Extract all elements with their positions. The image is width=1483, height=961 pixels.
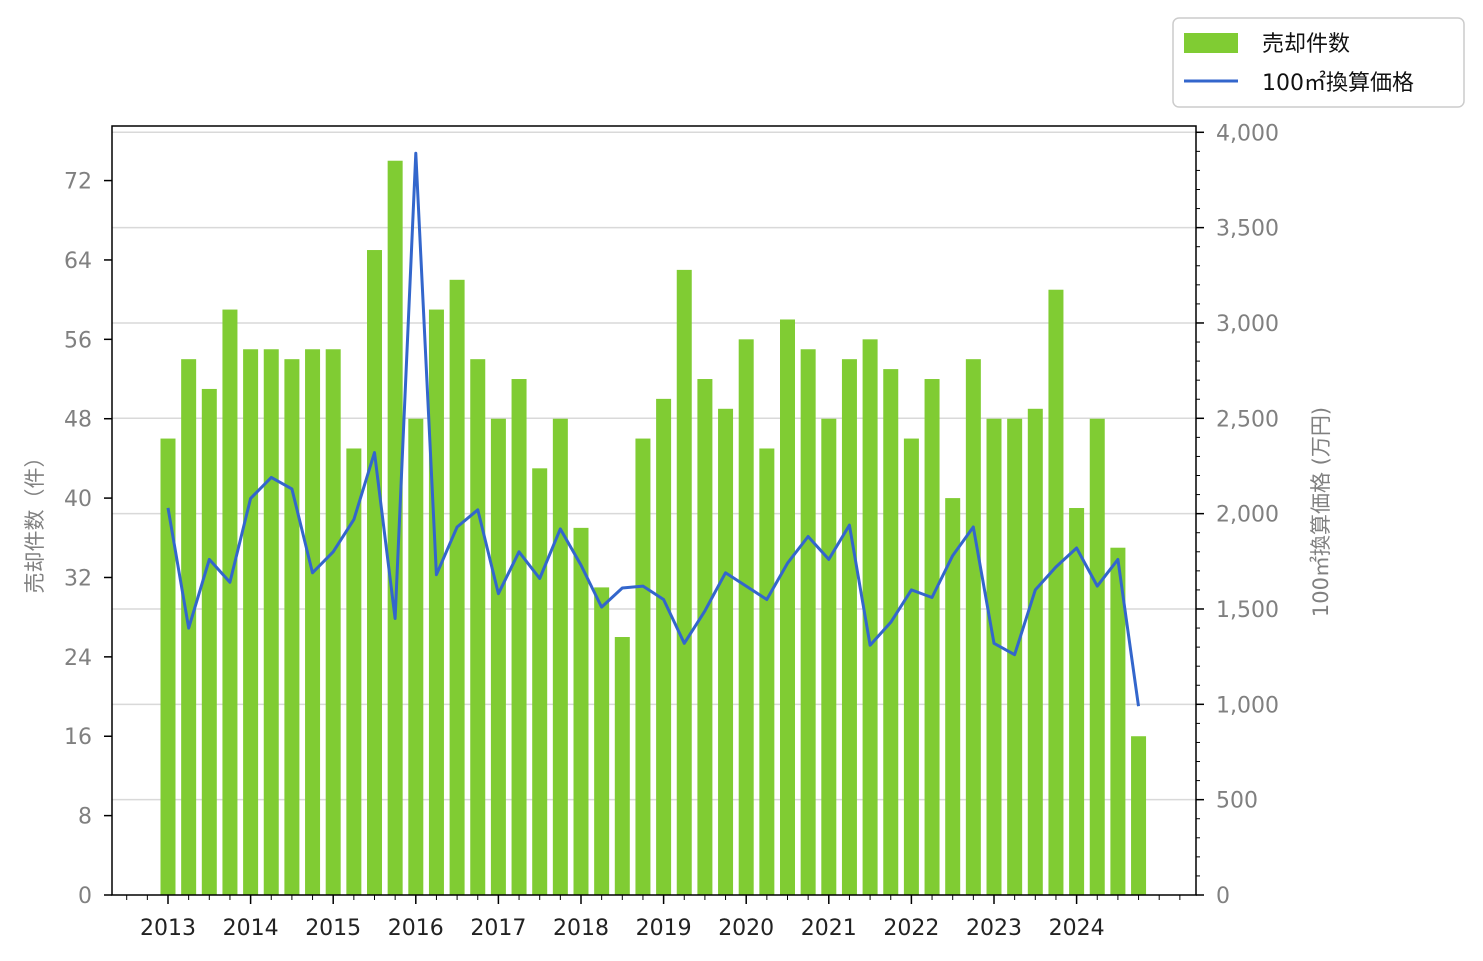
bar xyxy=(841,359,857,895)
legend-box xyxy=(1172,17,1465,108)
line-series xyxy=(166,151,1140,707)
y-left-tick-label: 64 xyxy=(64,249,92,274)
y-left-tick-label: 48 xyxy=(64,408,92,433)
bar xyxy=(759,448,775,895)
bar xyxy=(924,379,940,895)
y-left-tick-label: 32 xyxy=(64,566,92,591)
y-left-tick-label: 24 xyxy=(64,646,92,671)
bar xyxy=(656,398,672,895)
bar xyxy=(346,448,362,895)
bar xyxy=(1027,408,1043,895)
bar xyxy=(1089,418,1105,895)
bar xyxy=(986,418,1002,895)
bar xyxy=(780,319,795,895)
bar xyxy=(594,587,610,895)
bar xyxy=(325,349,341,895)
bar xyxy=(408,418,424,895)
price-line xyxy=(166,151,1140,707)
x-tick-label: 2021 xyxy=(801,916,857,941)
bar xyxy=(222,309,238,895)
y-left-tick-label: 56 xyxy=(64,328,92,353)
x-tick-label: 2014 xyxy=(223,916,279,941)
bar xyxy=(470,359,486,895)
y-right-tick-label: 1,000 xyxy=(1216,693,1279,718)
y-right-tick-label: 2,500 xyxy=(1216,407,1279,432)
bar xyxy=(614,637,630,895)
bar xyxy=(552,418,568,895)
bar xyxy=(1069,508,1085,895)
bar xyxy=(945,498,961,895)
legend-swatch-bars xyxy=(1184,33,1238,53)
bar xyxy=(387,160,403,896)
y-right-tick-label: 3,000 xyxy=(1216,312,1279,337)
bar xyxy=(738,339,754,896)
bar xyxy=(263,349,279,895)
x-tick-label: 2018 xyxy=(553,916,609,941)
bar xyxy=(201,388,217,895)
y-right-tick-label: 3,500 xyxy=(1216,217,1279,242)
bar xyxy=(697,379,713,895)
bar xyxy=(243,349,259,895)
y-left-tick-label: 8 xyxy=(78,805,92,830)
bar xyxy=(490,418,506,895)
x-tick-label: 2016 xyxy=(388,916,444,941)
y-right-tick-label: 2,000 xyxy=(1216,503,1279,528)
ticks: 0 8 16 24 32 40 48 56 64 72 0 500 1,000 1,500 2,000 2,5… xyxy=(64,121,1279,941)
x-tick-label: 2020 xyxy=(718,916,774,941)
bar xyxy=(305,349,321,895)
y-left-tick-label: 0 xyxy=(78,884,92,909)
bar xyxy=(862,339,878,896)
y-right-tick-label: 1,500 xyxy=(1216,598,1279,623)
bar xyxy=(1131,736,1147,895)
bar xyxy=(532,468,548,895)
x-tick-label: 2017 xyxy=(470,916,526,941)
bar xyxy=(449,279,465,895)
x-tick-label: 2015 xyxy=(305,916,361,941)
bar xyxy=(800,349,816,895)
bar xyxy=(511,379,527,895)
y-left-tick-label: 16 xyxy=(64,725,92,750)
x-tick-label: 2019 xyxy=(636,916,692,941)
y-left-tick-label: 72 xyxy=(64,170,92,195)
y-left-tick-label: 40 xyxy=(64,487,92,512)
bar xyxy=(821,418,837,895)
bar xyxy=(883,369,899,895)
bar xyxy=(428,309,444,895)
y-axis-left-title: 売却件数（件） xyxy=(23,447,47,594)
bar xyxy=(1110,547,1126,895)
bar xyxy=(367,250,382,896)
bar-series xyxy=(160,160,1147,896)
bar xyxy=(635,438,651,895)
y-right-tick-label: 500 xyxy=(1216,789,1258,814)
bar xyxy=(965,359,981,895)
x-tick-label: 2022 xyxy=(883,916,939,941)
legend-label-line: 100㎡換算価格 xyxy=(1262,70,1414,96)
x-tick-label: 2013 xyxy=(140,916,196,941)
legend-label-bars: 売却件数 xyxy=(1262,32,1350,57)
y-right-tick-label: 0 xyxy=(1216,884,1230,909)
bar xyxy=(573,527,589,895)
y-right-tick-label: 4,000 xyxy=(1216,121,1279,146)
bar xyxy=(718,408,734,895)
x-tick-label: 2024 xyxy=(1049,916,1105,941)
bar xyxy=(676,269,692,895)
legend: 売却件数 100㎡換算価格 xyxy=(1172,17,1465,108)
bar xyxy=(903,438,919,895)
axes xyxy=(111,125,1197,896)
bar xyxy=(1007,418,1023,895)
y-axis-right-title: 100㎡換算価格 (万円) xyxy=(1309,407,1333,617)
x-tick-label: 2023 xyxy=(966,916,1022,941)
bar xyxy=(1048,289,1064,895)
bar xyxy=(284,359,300,895)
plot-frame xyxy=(111,125,1197,896)
bar xyxy=(160,438,176,895)
